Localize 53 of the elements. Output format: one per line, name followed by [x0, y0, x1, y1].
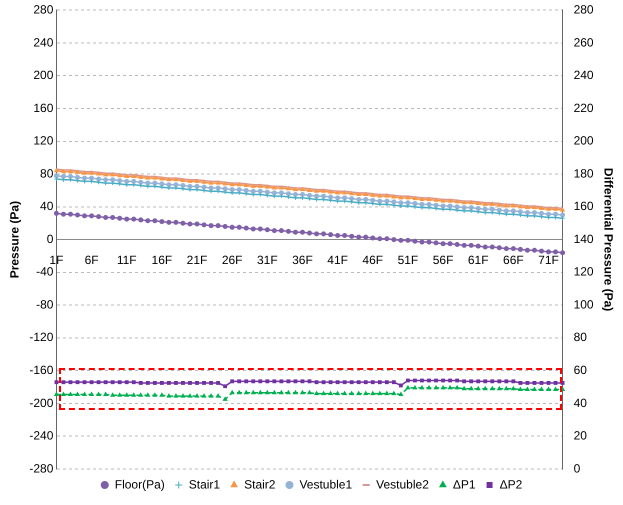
y2-tick-label: 200	[574, 134, 594, 148]
y-tick-label: -120	[29, 330, 54, 344]
y2-axis-title: Differential Pressure (Pa)	[601, 168, 616, 312]
legend-label: ΔP2	[500, 477, 523, 492]
y-tick-label: 200	[33, 68, 54, 82]
y-tick-label: -240	[29, 428, 54, 443]
legend-label: Floor(Pa)	[114, 477, 165, 492]
x-tick-label: 36F	[292, 253, 313, 268]
y2-tick-label: 40	[574, 396, 588, 410]
legend-label: ΔP1	[452, 477, 476, 492]
x-tick-label: 46F	[362, 253, 384, 268]
y-axis-title: Pressure (Pa)	[8, 200, 22, 278]
x-tick-label: 61F	[468, 253, 489, 268]
y-tick-label: 160	[33, 100, 54, 115]
y-tick-label: -160	[29, 363, 54, 377]
y2-tick-label: 100	[574, 297, 594, 312]
y2-tick-label: 60	[574, 363, 588, 377]
y2-tick-label: 0	[574, 461, 581, 476]
y2-tick-label: 20	[574, 428, 588, 443]
y-tick-label: 280	[33, 2, 54, 17]
y2-tick-label: 220	[574, 100, 594, 115]
x-tick-label: 6F	[84, 253, 99, 268]
x-tick-label: 11F	[116, 253, 137, 268]
y-tick-label: -200	[29, 396, 54, 410]
legend-label: Stair1	[188, 477, 220, 492]
y2-tick-label: 260	[574, 35, 594, 50]
x-tick-label: 41F	[327, 253, 348, 268]
legend-label: Stair2	[244, 477, 276, 492]
y2-tick-label: 180	[574, 166, 594, 180]
y2-tick-label: 80	[574, 330, 588, 344]
x-tick-label: 71F	[538, 253, 559, 268]
y-tick-label: 80	[40, 166, 54, 180]
y2-tick-label: 280	[574, 2, 594, 17]
y-tick-label: -40	[36, 264, 54, 279]
y2-tick-label: 140	[574, 232, 594, 246]
y2-tick-label: 240	[574, 68, 594, 82]
y-tick-label: 40	[40, 199, 54, 214]
y-tick-label: 240	[33, 35, 54, 50]
x-tick-label: 66F	[503, 253, 524, 268]
x-tick-label: 21F	[186, 253, 208, 268]
x-tick-label: 56F	[432, 253, 454, 268]
legend-label: Vestuble2	[376, 477, 430, 492]
x-tick-label: 16F	[152, 253, 172, 268]
y2-tick-label: 120	[574, 264, 594, 279]
y-tick-label: 0	[46, 232, 54, 246]
x-tick-label: 31F	[256, 253, 278, 268]
y2-tick-label: 160	[574, 199, 594, 214]
y-tick-label: -80	[36, 297, 54, 312]
x-tick-label: 51F	[398, 253, 418, 268]
y-tick-label: -280	[29, 461, 54, 476]
legend-label: Vestuble1	[299, 477, 352, 492]
x-tick-label: 26F	[222, 253, 243, 268]
y-tick-label: 120	[33, 134, 54, 148]
